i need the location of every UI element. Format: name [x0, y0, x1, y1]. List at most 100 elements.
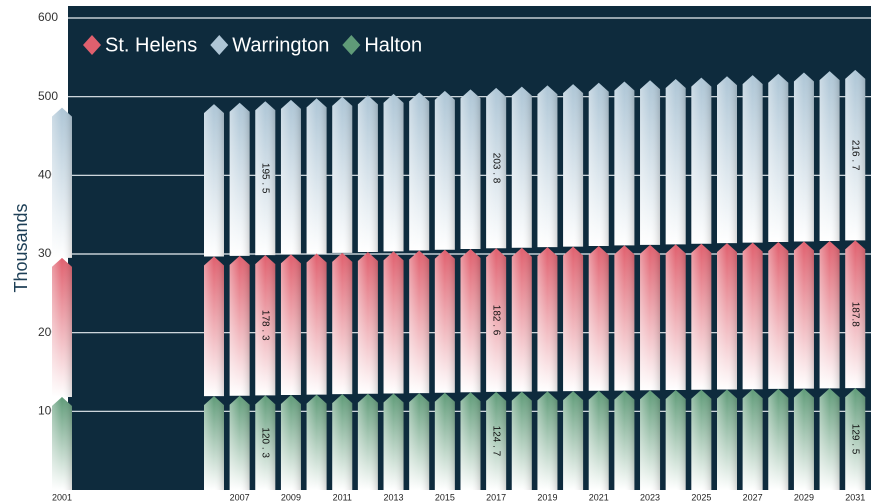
value-label: 129 . 5	[850, 424, 861, 455]
bar-segment	[229, 102, 250, 256]
bar-segment	[511, 391, 532, 490]
bar-segment	[691, 389, 712, 490]
bar-segment	[409, 250, 430, 394]
legend-label: Warrington	[232, 34, 329, 56]
x-tick-label: 2031	[845, 492, 865, 502]
bar-segment	[665, 390, 686, 490]
bar-segment	[793, 72, 814, 242]
bar-segment	[768, 73, 789, 243]
bar-segment	[768, 242, 789, 389]
value-label: 182 . 6	[491, 305, 502, 336]
legend-label: St. Helens	[105, 34, 197, 56]
bar-segment	[332, 96, 353, 253]
value-label: 120 . 3	[260, 427, 271, 458]
bar-segment	[511, 86, 532, 248]
bar-segment	[640, 390, 661, 490]
bar-segment	[717, 389, 737, 490]
bar-segment	[409, 393, 430, 490]
bar-segment	[614, 81, 635, 246]
bar-segment	[563, 391, 584, 490]
bar-segment	[588, 82, 609, 246]
bar-segment	[691, 243, 712, 390]
value-label: 124 . 7	[491, 426, 502, 457]
bar-segment	[357, 252, 378, 394]
x-tick-label: 2017	[486, 492, 506, 502]
bar-segment	[52, 397, 72, 490]
bar-segment	[588, 390, 609, 490]
bar-segment	[52, 257, 72, 398]
bar-segment	[742, 389, 763, 490]
bar-segment	[717, 243, 737, 390]
bar-segment	[537, 85, 558, 248]
x-tick-label: 2027	[743, 492, 763, 502]
bar-segment	[280, 394, 301, 490]
bar-segment	[819, 71, 840, 241]
value-label: 195 . 5	[260, 163, 271, 194]
bar-segment	[306, 394, 327, 490]
bar-segment	[742, 75, 763, 243]
bar-segment	[280, 254, 301, 395]
legend-marker	[342, 35, 361, 55]
bar-segment	[434, 249, 455, 393]
value-label: 178 . 3	[260, 310, 271, 341]
y-axis-label: Thousands	[11, 203, 31, 292]
x-tick-label: 2029	[794, 492, 814, 502]
bar-segment	[460, 249, 481, 393]
bar-segment	[793, 241, 814, 389]
bar-segment	[229, 255, 250, 396]
bar-segment	[409, 92, 430, 251]
bar-segment	[588, 245, 609, 391]
bar-segment	[742, 242, 763, 390]
x-tick-label: 2001	[52, 492, 72, 502]
bar-segment	[691, 77, 712, 244]
bar-segment	[563, 246, 584, 392]
x-tick-label: 2015	[435, 492, 455, 502]
x-tick-label: 2013	[384, 492, 404, 502]
bar-segment	[511, 247, 532, 392]
value-label: 203 . 8	[491, 153, 502, 184]
bar-segment	[665, 244, 686, 391]
bar-segment	[640, 80, 661, 245]
bar-segment	[204, 104, 224, 257]
x-tick-label: 2011	[333, 492, 352, 502]
bar-segment	[768, 388, 789, 490]
bar-segment	[383, 393, 404, 490]
bar-segment	[204, 256, 224, 397]
bar-segment	[204, 396, 224, 490]
bar-segment	[614, 245, 635, 391]
bar-segment	[537, 391, 558, 490]
value-label: 187.8	[850, 302, 861, 327]
legend-marker	[83, 35, 101, 55]
bar-segment	[357, 393, 378, 490]
bar-segment	[819, 388, 840, 490]
bar-segment	[434, 90, 455, 250]
x-tick-label: 2019	[537, 492, 557, 502]
bar-segment	[383, 93, 404, 252]
bar-segment	[52, 107, 72, 258]
x-tick-label: 2025	[691, 492, 711, 502]
x-tick-label: 2009	[281, 492, 301, 502]
bar-segment	[793, 388, 814, 490]
x-tick-label: 2007	[230, 492, 250, 502]
legend-marker	[210, 35, 229, 55]
x-tick-label: 2023	[640, 492, 660, 502]
bar-segment	[332, 252, 353, 395]
bar-segment	[460, 392, 481, 490]
bar-segment	[306, 98, 327, 254]
bar-segment	[332, 394, 353, 490]
bar-segment	[665, 78, 686, 245]
bar-segment	[357, 95, 378, 253]
bar-segment	[434, 392, 455, 490]
x-tick-label: 2021	[589, 492, 609, 502]
legend-label: Halton	[364, 34, 422, 56]
bar-segment	[563, 84, 584, 247]
bar-segment	[306, 253, 327, 395]
bar-segment	[537, 247, 558, 392]
bar-segment	[229, 395, 250, 490]
bar-segment	[383, 251, 404, 394]
y-tick-label: 600	[38, 10, 58, 24]
bar-segment	[717, 76, 737, 244]
bar-segment	[819, 240, 840, 389]
bar-segment	[614, 390, 635, 490]
